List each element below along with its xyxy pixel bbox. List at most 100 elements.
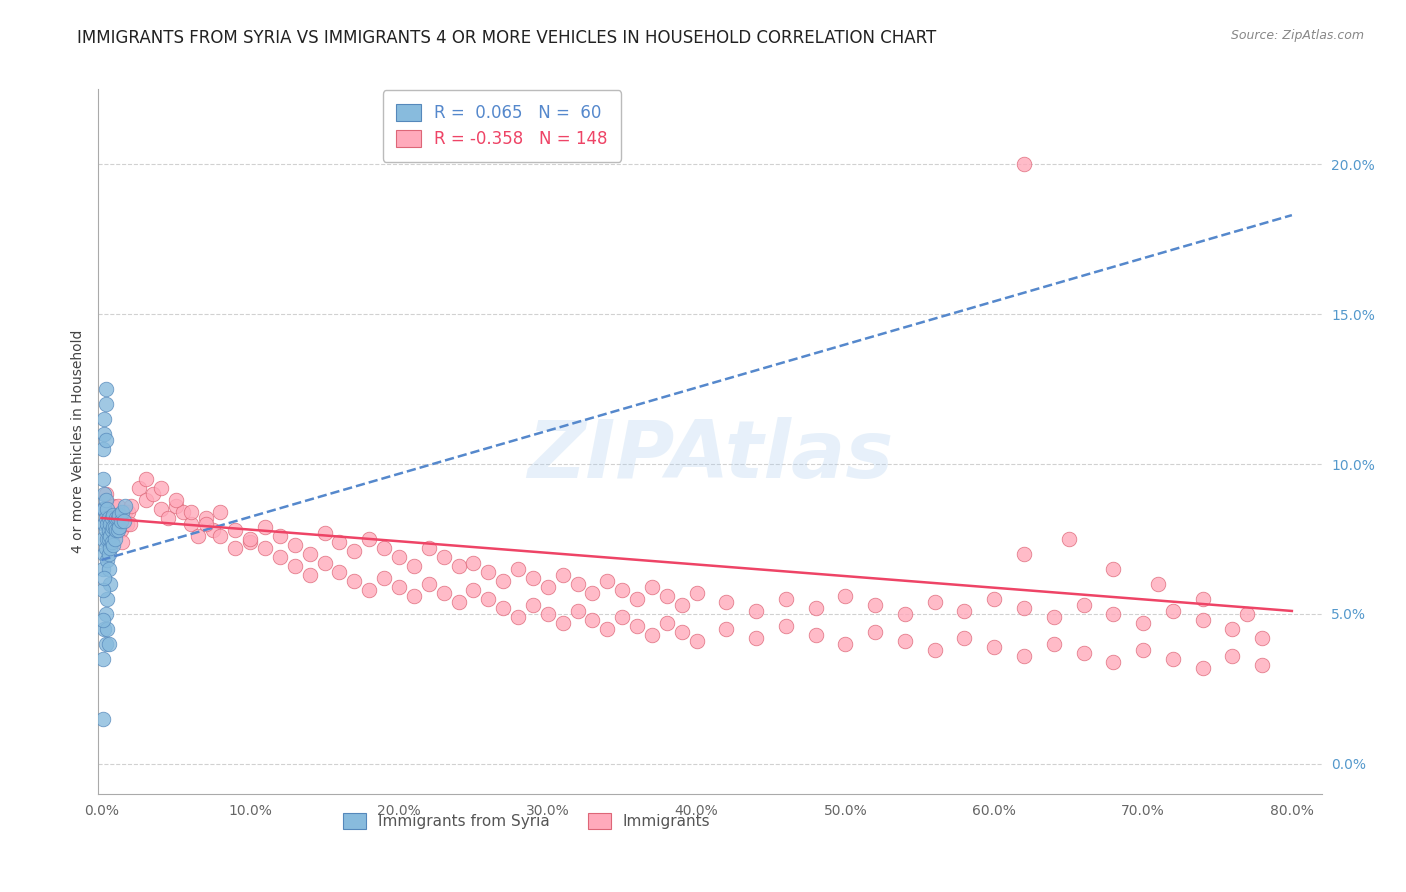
Point	[626, 619, 648, 633]
Point	[93, 412, 115, 426]
Point	[685, 586, 707, 600]
Point	[775, 619, 797, 633]
Point	[94, 541, 117, 555]
Point	[114, 505, 136, 519]
Point	[477, 591, 499, 606]
Point	[834, 637, 856, 651]
Point	[1012, 648, 1035, 663]
Point	[328, 535, 350, 549]
Point	[94, 607, 117, 621]
Point	[209, 505, 232, 519]
Point	[953, 604, 976, 618]
Point	[97, 637, 120, 651]
Point	[111, 535, 134, 549]
Point	[96, 591, 118, 606]
Point	[804, 628, 827, 642]
Point	[655, 615, 678, 630]
Point	[97, 511, 120, 525]
Point	[924, 643, 946, 657]
Point	[93, 516, 115, 531]
Point	[953, 631, 976, 645]
Point	[114, 499, 136, 513]
Point	[596, 622, 619, 636]
Point	[298, 568, 321, 582]
Point	[91, 472, 114, 486]
Point	[418, 541, 440, 555]
Point	[107, 523, 129, 537]
Point	[98, 541, 121, 555]
Point	[626, 591, 648, 606]
Point	[135, 493, 157, 508]
Point	[224, 523, 246, 537]
Point	[172, 505, 194, 519]
Point	[834, 589, 856, 603]
Point	[128, 481, 150, 495]
Point	[194, 511, 217, 525]
Point	[97, 523, 120, 537]
Point	[567, 577, 589, 591]
Point	[97, 547, 120, 561]
Point	[120, 499, 142, 513]
Point	[506, 610, 529, 624]
Point	[157, 511, 180, 525]
Point	[91, 712, 114, 726]
Point	[463, 556, 485, 570]
Point	[97, 532, 120, 546]
Point	[96, 502, 118, 516]
Point	[1251, 631, 1274, 645]
Point	[447, 595, 470, 609]
Point	[135, 472, 157, 486]
Point	[551, 568, 574, 582]
Point	[105, 511, 128, 525]
Point	[581, 586, 603, 600]
Point	[103, 538, 125, 552]
Point	[105, 511, 128, 525]
Y-axis label: 4 or more Vehicles in Household: 4 or more Vehicles in Household	[70, 330, 84, 553]
Point	[93, 502, 115, 516]
Point	[94, 397, 117, 411]
Point	[388, 549, 411, 564]
Point	[359, 532, 381, 546]
Point	[1012, 601, 1035, 615]
Point	[239, 532, 262, 546]
Point	[254, 520, 277, 534]
Point	[1102, 607, 1125, 621]
Point	[1161, 652, 1184, 666]
Point	[101, 535, 124, 549]
Point	[506, 562, 529, 576]
Point	[745, 631, 768, 645]
Point	[641, 580, 664, 594]
Point	[1073, 646, 1095, 660]
Point	[91, 442, 114, 456]
Point	[359, 582, 381, 597]
Point	[239, 535, 262, 549]
Point	[112, 514, 135, 528]
Point	[149, 481, 172, 495]
Point	[201, 523, 224, 537]
Point	[96, 516, 118, 531]
Point	[142, 487, 165, 501]
Point	[91, 502, 114, 516]
Point	[91, 562, 114, 576]
Point	[596, 574, 619, 588]
Point	[98, 529, 121, 543]
Point	[1073, 598, 1095, 612]
Point	[91, 613, 114, 627]
Point	[94, 523, 117, 537]
Point	[269, 549, 291, 564]
Point	[105, 523, 128, 537]
Point	[924, 595, 946, 609]
Point	[328, 565, 350, 579]
Point	[93, 427, 115, 442]
Point	[111, 505, 134, 519]
Point	[537, 607, 560, 621]
Point	[93, 502, 115, 516]
Point	[94, 493, 117, 508]
Point	[108, 520, 131, 534]
Point	[165, 499, 187, 513]
Point	[93, 487, 115, 501]
Point	[863, 598, 886, 612]
Point	[1161, 604, 1184, 618]
Point	[463, 582, 485, 597]
Point	[1191, 613, 1213, 627]
